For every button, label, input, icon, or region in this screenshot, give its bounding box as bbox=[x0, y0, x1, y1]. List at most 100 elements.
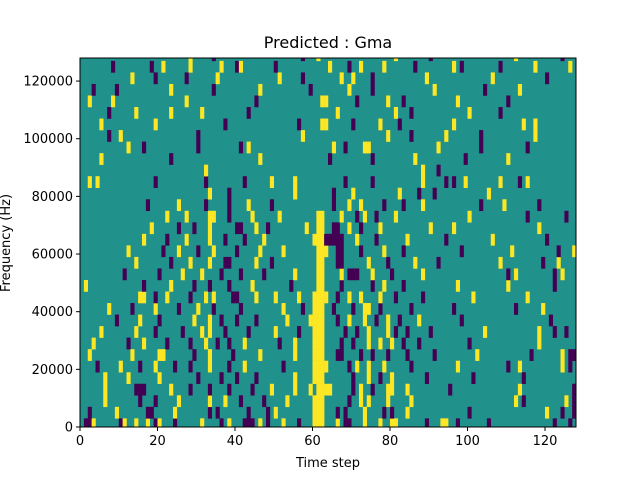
heatmap-cell-high bbox=[316, 337, 321, 350]
heatmap-cell-low bbox=[572, 349, 577, 361]
heatmap-cell-high bbox=[386, 326, 391, 338]
heatmap-cell-high bbox=[351, 187, 356, 200]
heatmap-cell-low bbox=[355, 95, 360, 108]
heatmap-cell-low bbox=[161, 245, 166, 258]
heatmap-cell-high bbox=[153, 360, 158, 373]
heatmap-cell-high bbox=[428, 222, 433, 235]
heatmap-cell-low bbox=[145, 406, 151, 419]
heatmap-cell-low bbox=[331, 222, 337, 235]
heatmap-cell-high bbox=[432, 83, 437, 96]
heatmap-cell-low bbox=[359, 245, 364, 258]
heatmap-cell-high bbox=[421, 176, 426, 188]
heatmap-cell-low bbox=[390, 406, 395, 419]
heatmap-cell-high bbox=[211, 245, 216, 258]
heatmap-cell-high bbox=[215, 72, 220, 85]
heatmap-cell-low bbox=[211, 303, 216, 315]
heatmap-cell-low bbox=[231, 349, 236, 361]
heatmap-cell-high bbox=[452, 118, 457, 131]
heatmap-cell-high bbox=[130, 72, 135, 85]
heatmap-cell-high bbox=[521, 118, 526, 131]
heatmap-cell-high bbox=[320, 245, 325, 258]
heatmap-cell-high bbox=[440, 418, 445, 428]
heatmap-cell-high bbox=[568, 60, 573, 73]
heatmap-cell-low bbox=[231, 291, 236, 304]
heatmap-cell-high bbox=[312, 418, 317, 428]
heatmap-cell-low bbox=[382, 199, 387, 212]
heatmap-cell-low bbox=[87, 418, 92, 428]
heatmap-cell-low bbox=[219, 268, 224, 281]
y-tick-label: 40000 bbox=[32, 305, 73, 320]
heatmap-cell-high bbox=[339, 210, 344, 223]
heatmap-cell-low bbox=[401, 279, 406, 292]
heatmap-cell-high bbox=[386, 314, 391, 327]
heatmap-cell-high bbox=[328, 60, 333, 73]
heatmap-cell-high bbox=[366, 256, 371, 269]
heatmap-cell-low bbox=[308, 83, 313, 96]
heatmap-cell-high bbox=[207, 222, 213, 235]
heatmap-cell-low bbox=[514, 303, 519, 315]
heatmap-cell-high bbox=[320, 349, 325, 361]
heatmap-cell-high bbox=[312, 406, 317, 419]
heatmap-cell-high bbox=[390, 418, 395, 428]
heatmap-cell-high bbox=[184, 233, 189, 246]
heatmap-cell-low bbox=[188, 291, 193, 304]
heatmap-cell-low bbox=[173, 418, 178, 428]
heatmap-cell-high bbox=[223, 395, 228, 408]
heatmap-cell-high bbox=[316, 222, 321, 235]
heatmap-cell-low bbox=[254, 95, 259, 108]
heatmap-cell-high bbox=[316, 360, 321, 373]
heatmap-cell-low bbox=[328, 233, 333, 246]
heatmap-cell-high bbox=[204, 291, 209, 304]
heatmap-cell-low bbox=[211, 83, 216, 96]
heatmap-cell-low bbox=[262, 268, 267, 281]
heatmap-cell-low bbox=[517, 176, 523, 188]
heatmap-cell-low bbox=[335, 291, 340, 304]
heatmap-cell-high bbox=[134, 256, 139, 269]
heatmap-cell-low bbox=[204, 176, 209, 188]
heatmap-cell-high bbox=[200, 107, 205, 119]
heatmap-cell-low bbox=[483, 83, 488, 96]
heatmap-cell-high bbox=[517, 83, 523, 96]
heatmap-cell-high bbox=[246, 141, 251, 154]
heatmap-cell-high bbox=[537, 337, 542, 350]
heatmap-cell-low bbox=[359, 222, 364, 235]
heatmap-cell-high bbox=[324, 383, 329, 396]
heatmap-cell-high bbox=[405, 233, 410, 246]
heatmap-cell-high bbox=[316, 279, 321, 292]
heatmap-cell-low bbox=[254, 372, 259, 385]
heatmap-cell-high bbox=[347, 314, 352, 327]
heatmap-cell-high bbox=[455, 360, 461, 373]
heatmap-cell-high bbox=[157, 349, 162, 361]
heatmap-cell-high bbox=[87, 349, 92, 361]
heatmap-cell-high bbox=[126, 245, 131, 258]
heatmap-cell-high bbox=[393, 418, 399, 428]
heatmap-cell-low bbox=[331, 187, 337, 200]
heatmap-cell-low bbox=[145, 199, 151, 212]
heatmap-cell-low bbox=[223, 326, 228, 338]
heatmap-cell-high bbox=[269, 176, 275, 188]
heatmap-cell-high bbox=[250, 210, 255, 223]
heatmap-cell-low bbox=[250, 383, 255, 396]
heatmap-cell-high bbox=[320, 268, 325, 281]
heatmap-cell-high bbox=[362, 406, 368, 419]
heatmap-cell-low bbox=[246, 326, 251, 338]
heatmap-cell-high bbox=[250, 279, 255, 292]
heatmap-cell-low bbox=[541, 256, 546, 269]
heatmap-cell-low bbox=[374, 210, 379, 223]
heatmap-cell-high bbox=[316, 58, 321, 62]
heatmap-cell-low bbox=[552, 279, 557, 292]
heatmap-cell-high bbox=[339, 72, 344, 85]
heatmap-cell-high bbox=[204, 164, 209, 177]
heatmap-cell-low bbox=[339, 349, 344, 361]
heatmap-cell-high bbox=[258, 349, 263, 361]
heatmap-cell-high bbox=[304, 222, 309, 235]
heatmap-cell-high bbox=[320, 326, 325, 338]
heatmap-cell-low bbox=[413, 60, 418, 73]
heatmap-cell-low bbox=[153, 176, 158, 188]
heatmap-cell-high bbox=[386, 130, 391, 142]
heatmap-cell-low bbox=[444, 233, 449, 246]
heatmap-cell-low bbox=[219, 314, 224, 327]
heatmap-cell-high bbox=[277, 210, 282, 223]
heatmap-cell-low bbox=[370, 279, 375, 292]
heatmap-cell-low bbox=[207, 383, 213, 396]
